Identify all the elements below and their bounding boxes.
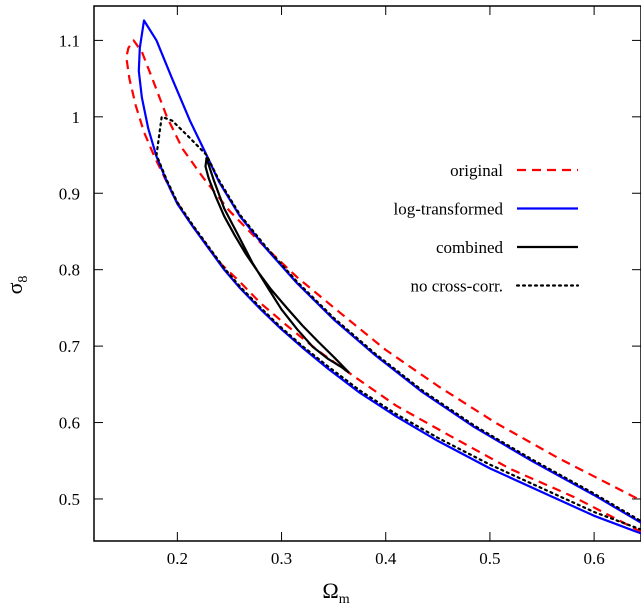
x-axis-label-main: Ω xyxy=(322,578,338,603)
legend-label-log-transformed: log-transformed xyxy=(393,200,503,219)
y-tick-label: 1.1 xyxy=(59,31,80,50)
legend: original log-transformed combined no cross-… xyxy=(393,161,580,296)
y-tick-label: 0.6 xyxy=(59,414,80,433)
x-axis-label: Ωm xyxy=(322,578,349,607)
y-axis-label-main: σ xyxy=(2,282,27,294)
series-line-log-transformed xyxy=(137,19,641,535)
x-tick-label: 0.6 xyxy=(583,549,604,568)
legend-label-combined: combined xyxy=(436,238,504,257)
series-line-combined xyxy=(204,157,351,374)
y-tick-label: 0.9 xyxy=(59,184,80,203)
y-tick-label: 0.8 xyxy=(59,261,80,280)
axes: 0.2 0.3 0.4 0.5 0.6 0.5 0.6 0.7 0.8 0.9 1 1.1 xyxy=(59,5,641,568)
x-tick-label: 0.5 xyxy=(479,549,500,568)
legend-label-no-cross-corr: no cross-corr. xyxy=(410,277,503,296)
legend-label-original: original xyxy=(450,161,503,180)
plot-frame xyxy=(93,5,641,542)
series-line-original xyxy=(125,39,641,533)
x-tick-label: 0.3 xyxy=(271,549,292,568)
plot-series xyxy=(125,19,641,535)
y-axis-label: σ8 xyxy=(2,276,31,295)
x-tick-label: 0.2 xyxy=(167,549,188,568)
x-axis-label-sub: m xyxy=(339,592,350,607)
y-axis-label-sub: 8 xyxy=(16,276,31,283)
series-line-no-cross-corr xyxy=(155,115,641,531)
x-tick-label: 0.4 xyxy=(375,549,397,568)
y-tick-label: 0.5 xyxy=(59,490,80,509)
y-tick-label: 1 xyxy=(72,108,81,127)
y-tick-label: 0.7 xyxy=(59,337,81,356)
